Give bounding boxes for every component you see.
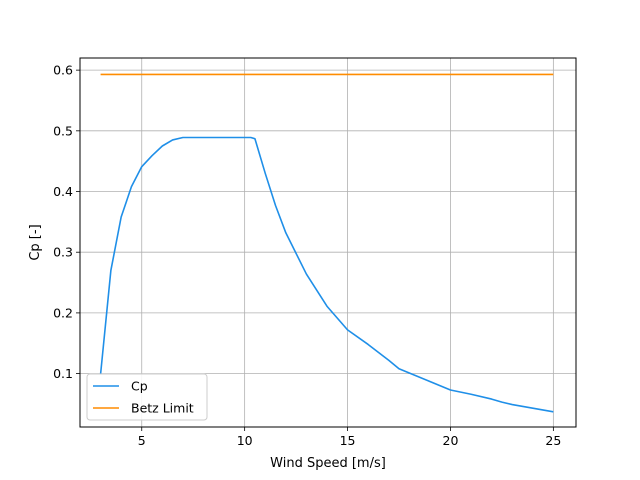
- x-tick-label: 20: [443, 433, 459, 448]
- grid-lines: [80, 58, 576, 427]
- legend-label-cp: Cp: [131, 379, 148, 394]
- legend-label-betz-limit: Betz Limit: [131, 401, 194, 416]
- y-tick-label: 0.4: [53, 184, 73, 199]
- x-tick-label: 15: [340, 433, 356, 448]
- y-tick-label: 0.5: [53, 123, 73, 138]
- y-tick-label: 0.1: [53, 366, 73, 381]
- x-tick-label: 25: [545, 433, 561, 448]
- series-line-cp: [99, 136, 554, 413]
- plot-area: [79, 57, 577, 428]
- series-lines: [99, 73, 554, 413]
- x-tick-label: 5: [138, 433, 146, 448]
- axis-ticks: 5 10 15 20 25 0.1 0.2 0.3 0.4 0.5 0.6: [53, 63, 561, 448]
- x-tick-label: 10: [237, 433, 253, 448]
- y-axis-label: Cp [-]: [28, 224, 43, 260]
- y-tick-label: 0.6: [53, 63, 73, 78]
- y-tick-label: 0.2: [53, 305, 73, 320]
- x-axis-label: Wind Speed [m/s]: [270, 456, 386, 471]
- legend: Cp Betz Limit: [86, 373, 208, 421]
- y-tick-label: 0.3: [53, 245, 73, 260]
